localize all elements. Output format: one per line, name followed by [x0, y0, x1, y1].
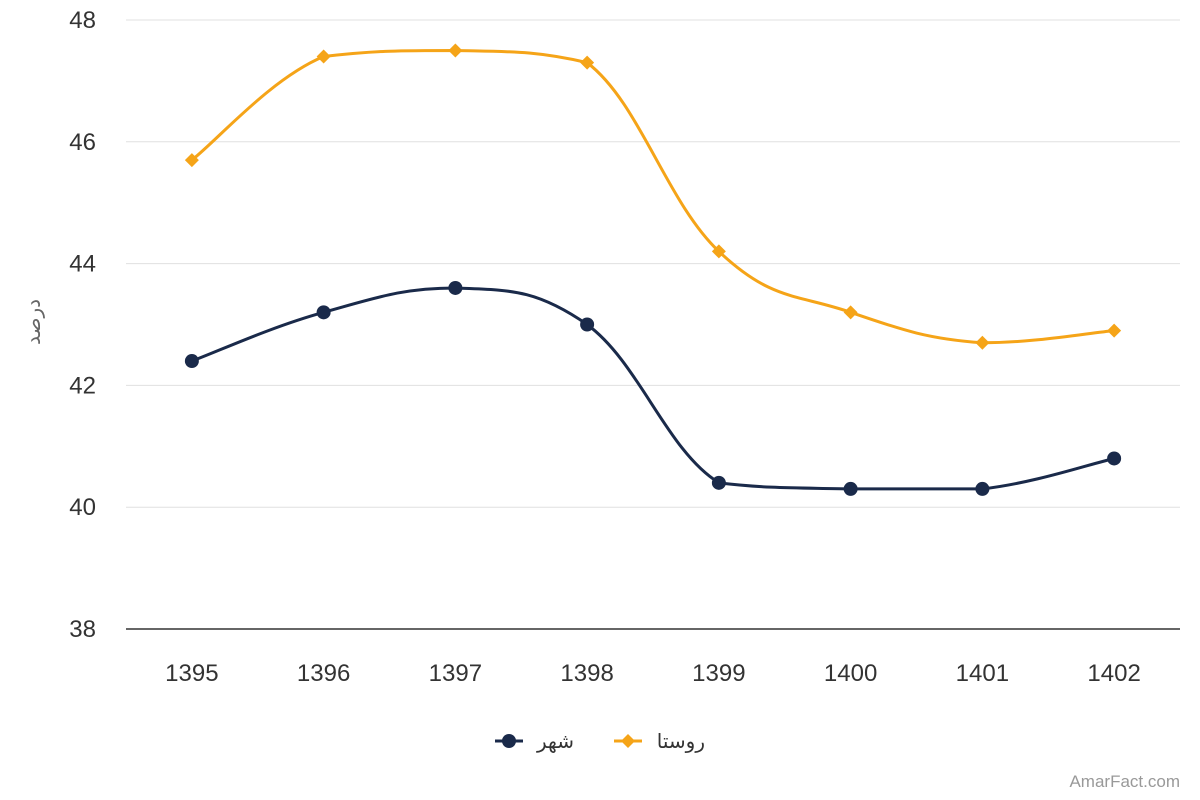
x-tick-label: 1401 [956, 660, 1009, 687]
series-line [190, 48, 1115, 345]
x-tick-label: 1396 [297, 660, 350, 687]
x-tick-label: 1398 [560, 660, 613, 687]
data-point[interactable] [711, 244, 726, 259]
data-point[interactable] [1107, 323, 1122, 338]
data-point[interactable] [843, 481, 858, 496]
x-axis-ticks: 1395 1396 1397 1398 1399 1400 1401 1402 [165, 660, 1141, 687]
legend-item[interactable]: روستا [614, 729, 705, 753]
data-point[interactable] [975, 335, 990, 350]
data-point[interactable] [316, 49, 331, 64]
data-point[interactable] [448, 280, 463, 295]
series-rural [184, 43, 1122, 350]
series-line [191, 286, 1115, 491]
data-point[interactable] [184, 153, 199, 168]
y-tick-label: 42 [69, 372, 96, 399]
data-point[interactable] [580, 317, 595, 332]
x-tick-label: 1395 [165, 660, 218, 687]
y-axis-ticks: 38 40 42 44 46 48 [69, 7, 96, 643]
data-point[interactable] [448, 43, 463, 58]
legend-label: روستا [657, 729, 705, 753]
legend-label: شهر [536, 729, 574, 753]
legend-marker[interactable] [621, 734, 635, 748]
y-tick-label: 48 [69, 7, 96, 34]
y-axis-label: درصد [21, 299, 45, 345]
data-point[interactable] [580, 55, 595, 70]
legend[interactable]: شهر روستا [495, 729, 705, 753]
legend-marker[interactable] [502, 734, 516, 748]
legend-item[interactable]: شهر [495, 729, 574, 753]
x-tick-label: 1400 [824, 660, 877, 687]
data-point[interactable] [711, 475, 726, 490]
data-point[interactable] [975, 481, 990, 496]
data-point[interactable] [316, 305, 331, 320]
gridlines [126, 19, 1180, 630]
x-tick-label: 1397 [429, 660, 482, 687]
y-tick-label: 44 [69, 251, 96, 278]
credit-watermark[interactable]: AmarFact.com [1069, 772, 1180, 791]
x-tick-label: 1402 [1087, 660, 1140, 687]
series-urban [184, 280, 1122, 496]
y-tick-label: 46 [69, 129, 96, 156]
data-point[interactable] [184, 354, 199, 369]
series-group [184, 43, 1122, 496]
x-tick-label: 1399 [692, 660, 745, 687]
data-point[interactable] [843, 305, 858, 320]
data-point[interactable] [1107, 451, 1122, 466]
y-tick-label: 38 [69, 616, 96, 643]
y-tick-label: 40 [69, 494, 96, 521]
